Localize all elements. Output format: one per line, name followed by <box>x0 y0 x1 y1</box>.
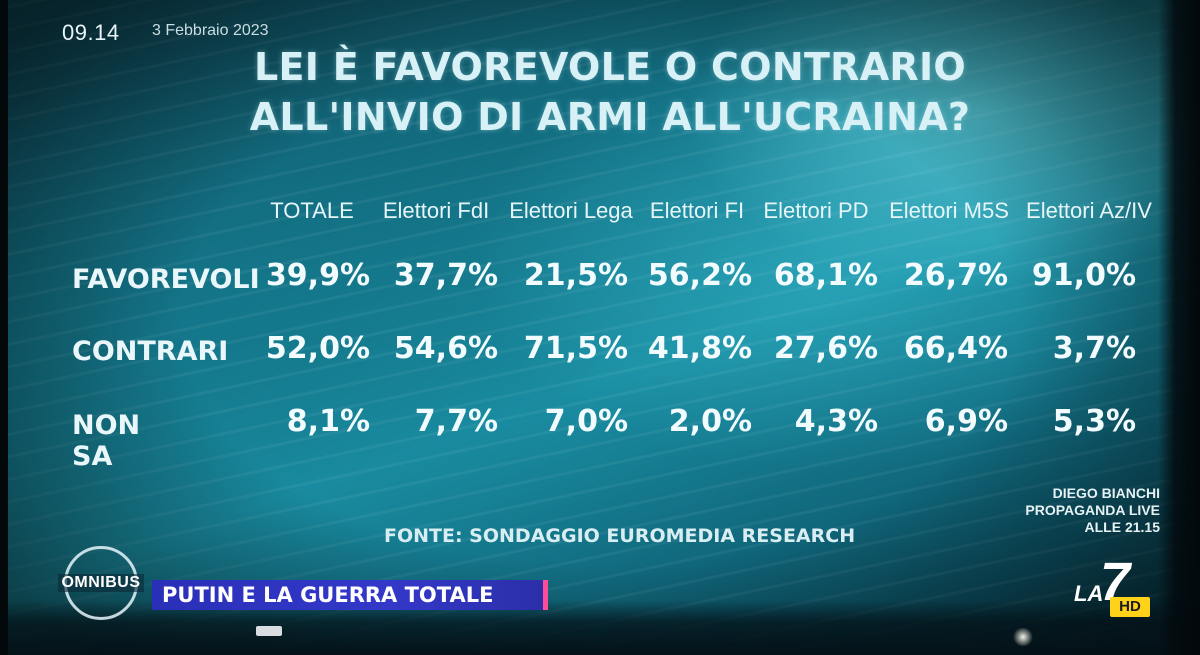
cell-non-sa-totale: 8,1% <box>286 404 370 439</box>
cell-non-sa-m5s: 6,9% <box>924 404 1008 439</box>
cell-contrari-lega: 71,5% <box>523 331 628 366</box>
column-header-fi: Elettori FI <box>649 198 745 223</box>
column-header-pd: Elettori PD <box>763 198 869 223</box>
small-tag <box>256 626 282 636</box>
cell-contrari-fdi: 54,6% <box>393 331 498 366</box>
screen-bezel-left <box>0 0 8 655</box>
column-header-m5s: Elettori M5S <box>889 198 1009 223</box>
screen-bezel-right <box>1158 0 1200 655</box>
row-label-non-sa: NON SA <box>72 410 141 472</box>
cell-favorevoli-totale: 39,9% <box>265 258 370 293</box>
poll-source: FONTE: SONDAGGIO EUROMEDIA RESEARCH <box>384 525 856 547</box>
promo-line-1: DIEGO BIANCHI <box>1052 485 1160 501</box>
cell-favorevoli-pd: 68,1% <box>773 258 878 293</box>
cell-non-sa-lega: 7,0% <box>544 404 628 439</box>
cell-non-sa-fdi: 7,7% <box>414 404 498 439</box>
cell-favorevoli-fdi: 37,7% <box>393 258 498 293</box>
poll-question-line-2: ALL'INVIO DI ARMI ALL'UCRAINA? <box>249 95 971 139</box>
row-label-contrari: CONTRARI <box>72 336 229 367</box>
column-header-fdi: Elettori FdI <box>382 198 490 223</box>
promo-line-3: ALLE 21.15 <box>1084 519 1160 535</box>
la7-hd-logo: LA 7 HD <box>1074 555 1154 620</box>
cell-favorevoli-m5s: 26,7% <box>903 258 1008 293</box>
poll-question-line-1: LEI È FAVOREVOLE O CONTRARIO <box>253 45 967 89</box>
cell-favorevoli-lega: 21,5% <box>523 258 628 293</box>
column-header-aziv: Elettori Az/IV <box>1026 198 1152 223</box>
omnibus-logo: OMNIBUS <box>58 546 144 626</box>
broadcast-date: 3 Febbraio 2023 <box>152 22 269 39</box>
cell-favorevoli-fi: 56,2% <box>647 258 752 293</box>
column-header-totale: TOTALE <box>270 198 354 223</box>
cell-contrari-pd: 27,6% <box>773 331 878 366</box>
la7-la-text: LA <box>1074 581 1104 606</box>
cell-non-sa-aziv: 5,3% <box>1052 404 1136 439</box>
omnibus-wordmark: OMNIBUS <box>58 574 144 592</box>
cell-favorevoli-aziv: 91,0% <box>1031 258 1136 293</box>
clock: 09.14 <box>62 20 120 45</box>
cell-contrari-totale: 52,0% <box>265 331 370 366</box>
light-glare <box>1012 628 1034 646</box>
cell-contrari-m5s: 66,4% <box>903 331 1008 366</box>
headline-text: PUTIN E LA GUERRA TOTALE <box>162 583 494 607</box>
row-label-favorevoli: FAVOREVOLI <box>72 264 260 295</box>
poll-question: LEI È FAVOREVOLE O CONTRARIO ALL'INVIO D… <box>200 42 1020 142</box>
headline-bar <box>152 580 548 610</box>
promo-line-2: PROPAGANDA LIVE <box>1025 502 1160 518</box>
cell-contrari-fi: 41,8% <box>647 331 752 366</box>
cell-contrari-aziv: 3,7% <box>1052 331 1136 366</box>
show-promo: DIEGO BIANCHI PROPAGANDA LIVE ALLE 21.15 <box>990 485 1160 536</box>
cell-non-sa-fi: 2,0% <box>668 404 752 439</box>
column-header-lega: Elettori Lega <box>509 198 633 223</box>
cell-non-sa-pd: 4,3% <box>794 404 878 439</box>
hd-badge: HD <box>1110 597 1150 617</box>
